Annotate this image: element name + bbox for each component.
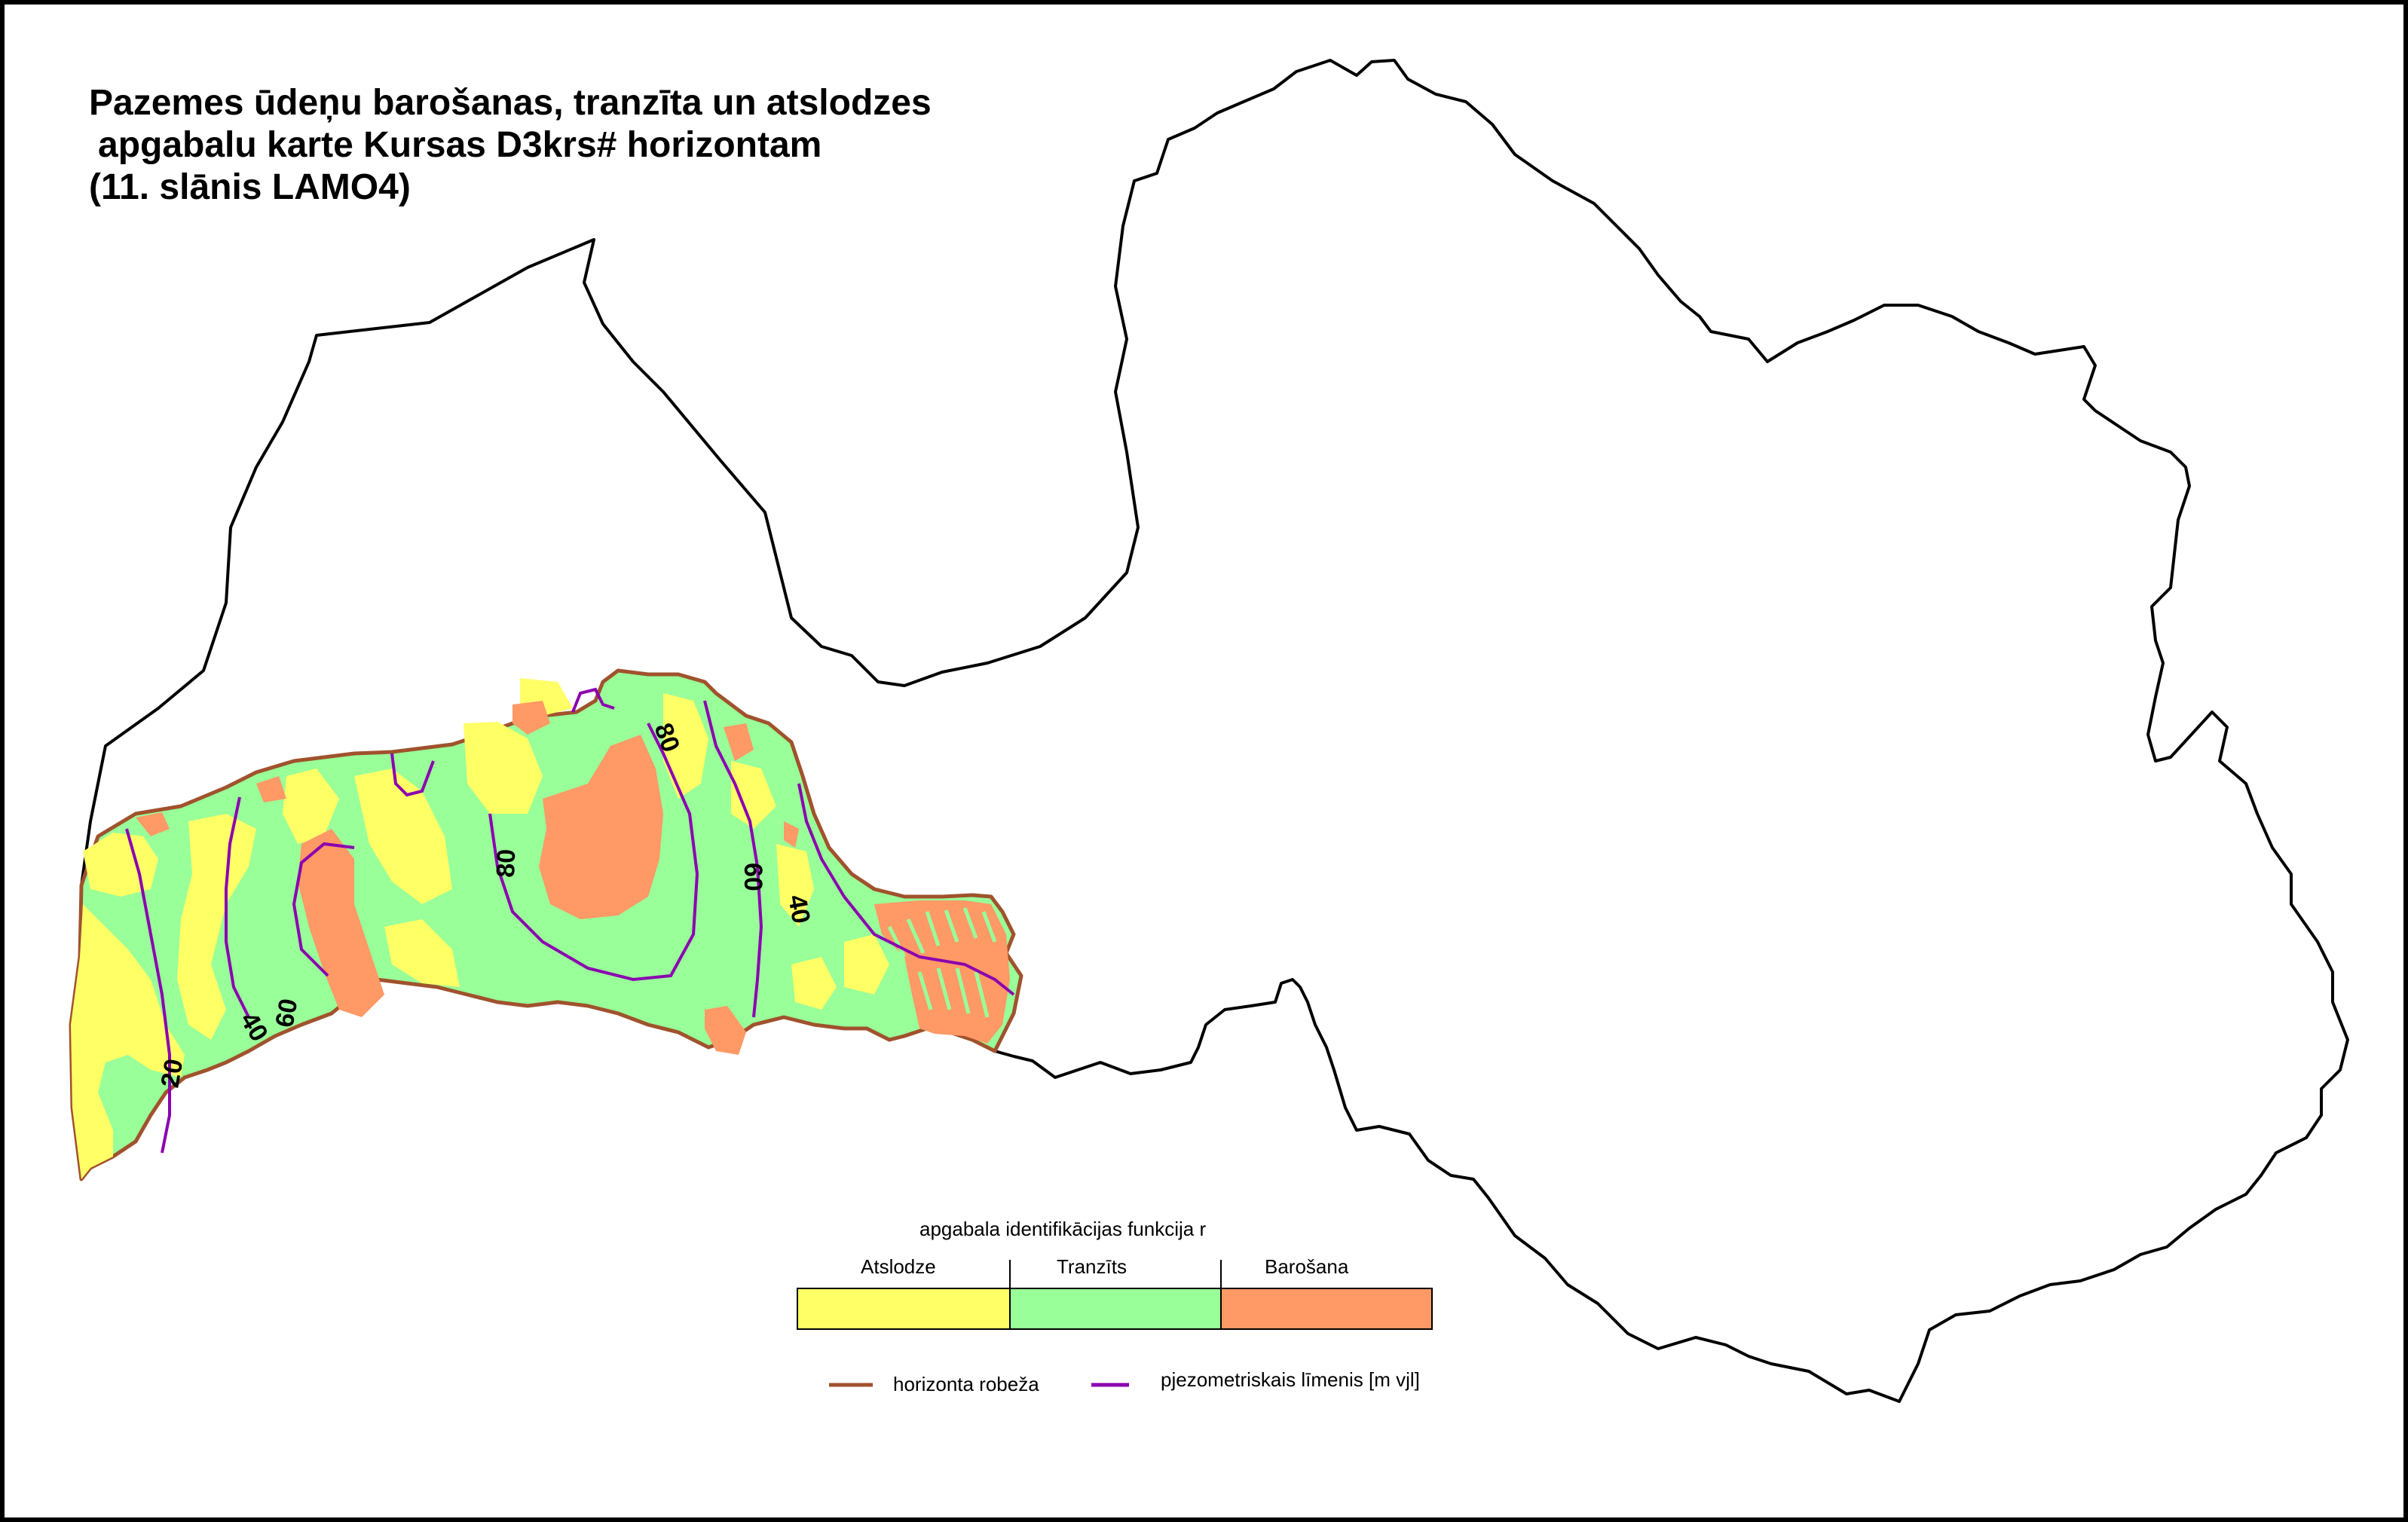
legend-label-discharge: Atslodze xyxy=(861,1255,936,1278)
discharge-zones xyxy=(71,678,889,1179)
contour-60-west xyxy=(292,842,355,977)
discharge-zone-9 xyxy=(731,761,776,829)
recharge-zone-south xyxy=(705,1006,746,1055)
discharge-zone-6 xyxy=(464,722,543,814)
contour-label-20: 20 xyxy=(155,1057,188,1090)
legend-boundary-label: horizonta robeža xyxy=(893,1373,1039,1395)
discharge-zone-12 xyxy=(791,957,837,1010)
contour-40-east xyxy=(797,783,1015,996)
title-line-1: Pazemes ūdeņu barošanas, tranzīta un ats… xyxy=(89,83,932,123)
map-title: Pazemes ūdeņu barošanas, tranzīta un ats… xyxy=(89,83,932,207)
recharge-zone-west-small-1 xyxy=(136,812,170,836)
contour-20 xyxy=(125,828,171,1154)
title-line-3: (11. slānis LAMO4) xyxy=(89,167,411,207)
discharge-zone-3 xyxy=(283,769,339,844)
recharge-zone-north-1 xyxy=(513,701,550,735)
discharge-zone-5 xyxy=(384,919,460,987)
contour-label-60-west: 60 xyxy=(270,997,303,1030)
piezometric-contours xyxy=(125,687,1015,1154)
discharge-zone-10 xyxy=(776,844,814,927)
legend-piezometric-label: pjezometriskais līmenis [m vjl] xyxy=(1161,1368,1420,1391)
recharge-zone-north-2 xyxy=(724,723,754,761)
contour-label-40-east: 40 xyxy=(782,893,815,926)
recharge-stripes xyxy=(887,907,997,1018)
contour-west-loop xyxy=(390,753,435,797)
discharge-zone-west xyxy=(71,904,185,1179)
contour-60-east xyxy=(703,700,763,1018)
discharge-zone-4 xyxy=(354,769,452,904)
discharge-zone-8 xyxy=(663,693,708,799)
legend-swatch-recharge xyxy=(1220,1288,1433,1330)
title-line-2: apgabalu karte Kursas D3krs# horizontam xyxy=(98,125,822,165)
recharge-zone-central xyxy=(539,735,663,919)
recharge-zone-west-small-2 xyxy=(256,776,286,802)
contour-40-west xyxy=(225,796,250,1018)
legend-label-recharge: Barošana xyxy=(1265,1255,1349,1278)
country-outline xyxy=(69,59,2349,1403)
contour-80-north xyxy=(571,687,615,713)
recharge-zone-west-band xyxy=(298,829,384,1017)
contour-label-80-mid: 80 xyxy=(491,848,521,878)
legend-swatch-transit xyxy=(1009,1288,1222,1330)
recharge-zones xyxy=(136,701,1010,1055)
recharge-zone-east-small-1 xyxy=(784,821,799,848)
legend-title: apgabala identifikācijas funkcija r xyxy=(919,1218,1206,1240)
contour-80-mid xyxy=(488,723,699,982)
discharge-zone-11 xyxy=(844,934,889,995)
discharge-zone-2 xyxy=(177,814,256,1040)
legend-label-transit: Tranzīts xyxy=(1057,1255,1127,1278)
map-legend: apgabala identifikācijas funkcija r Atsl… xyxy=(797,1218,1433,1395)
contour-label-60-east: 60 xyxy=(739,863,767,891)
legend-swatch-discharge xyxy=(797,1288,1011,1330)
